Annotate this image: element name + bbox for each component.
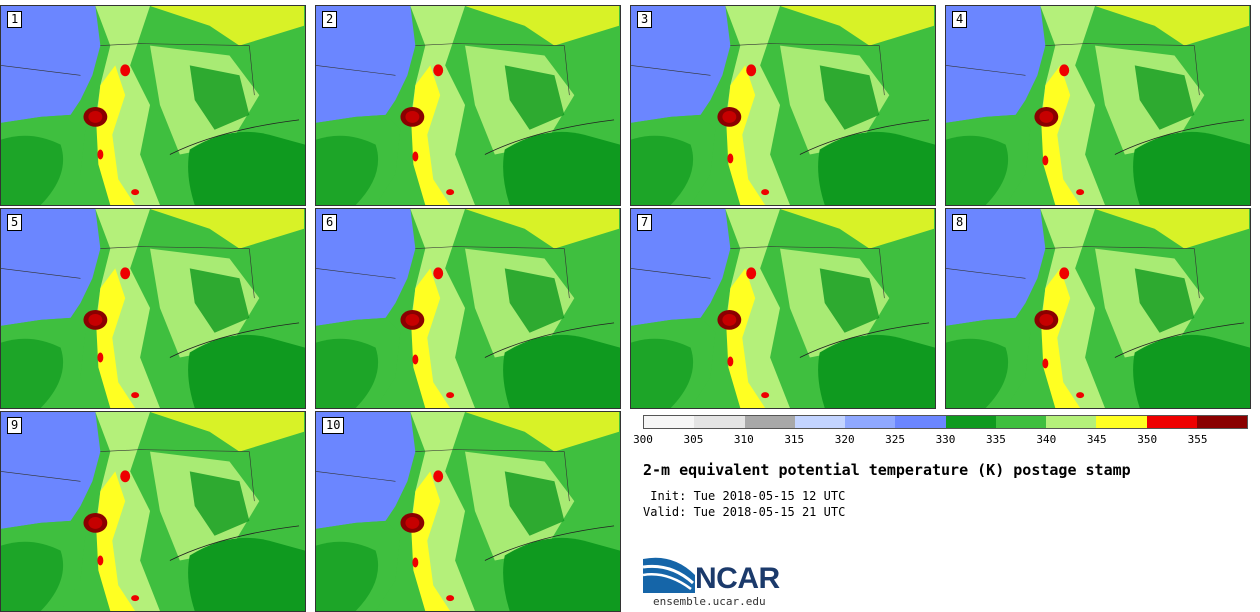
member-panel-10: 10 (315, 411, 621, 612)
member-label: 9 (7, 417, 23, 434)
colorbar-bin-315 (794, 416, 845, 428)
colorbar-tick-label: 350 (1137, 433, 1158, 446)
colorbar-bin-330 (945, 416, 996, 428)
member-label: 10 (322, 417, 345, 434)
colorbar-bin-335 (995, 416, 1046, 428)
logo-url: ensemble.ucar.edu (653, 595, 766, 608)
colorbar-tick-label: 330 (935, 433, 956, 446)
member-panel-3: 3 (630, 5, 936, 206)
colorbar-tick-label: 355 (1187, 433, 1208, 446)
valid-time: Valid: Tue 2018-05-15 21 UTC (643, 505, 846, 519)
colorbar-tick-label: 310 (733, 433, 754, 446)
colorbar-tick-label: 340 (1036, 433, 1057, 446)
colorbar-tick-label: 300 (633, 433, 653, 446)
colorbar-bin-340 (1046, 416, 1097, 428)
colorbar (643, 415, 1248, 429)
colorbar-bin-320 (845, 416, 896, 428)
member-panel-2: 2 (315, 5, 621, 206)
member-label: 4 (952, 11, 968, 28)
colorbar-tick-label: 325 (885, 433, 906, 446)
colorbar-bin-310 (744, 416, 795, 428)
logo-text: NCAR (695, 562, 780, 595)
member-panel-6: 6 (315, 208, 621, 409)
colorbar-tick-label: 335 (985, 433, 1006, 446)
member-panel-8: 8 (945, 208, 1251, 409)
colorbar-bin-350 (1146, 416, 1197, 428)
colorbar-tick-label: 315 (784, 433, 805, 446)
colorbar-bin-355 (1196, 416, 1247, 428)
colorbar-bin-325 (895, 416, 946, 428)
plot-title: 2-m equivalent potential temperature (K)… (643, 461, 1131, 479)
colorbar-ticks: 300 305 310 315 320 325 330 335 340 345 350 355 (633, 433, 1248, 447)
colorbar-tick-label: 345 (1086, 433, 1107, 446)
member-panel-5: 5 (0, 208, 306, 409)
member-label: 6 (322, 214, 338, 231)
colorbar-tick-label: 305 (683, 433, 704, 446)
member-panel-9: 9 (0, 411, 306, 612)
member-label: 2 (322, 11, 338, 28)
member-label: 5 (7, 214, 23, 231)
colorbar-bin-345 (1096, 416, 1147, 428)
member-label: 7 (637, 214, 653, 231)
colorbar-bin-305 (694, 416, 745, 428)
colorbar-bin-300 (644, 416, 695, 428)
member-label: 1 (7, 11, 23, 28)
init-time: Init: Tue 2018-05-15 12 UTC (643, 489, 846, 503)
colorbar-tick-label: 320 (834, 433, 855, 446)
member-label: 8 (952, 214, 968, 231)
member-panel-4: 4 (945, 5, 1251, 206)
member-panel-7: 7 (630, 208, 936, 409)
ncar-logo-icon (643, 557, 695, 593)
member-panel-1: 1 (0, 5, 306, 206)
member-label: 3 (637, 11, 653, 28)
